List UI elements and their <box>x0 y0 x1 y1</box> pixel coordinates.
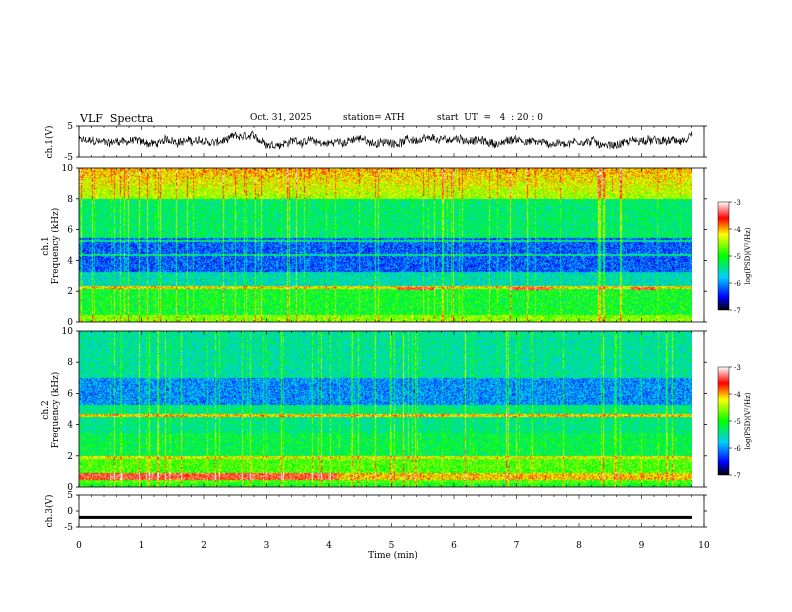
x-tick-label: 6 <box>451 541 457 551</box>
ch1-wave-ytick-label: -5 <box>64 153 73 163</box>
ch1-spec-ytick-label: 6 <box>67 226 73 236</box>
ch1-waveform-line <box>78 130 693 150</box>
ch1-spectrogram-panel: 0 2 4 6 8 10 <box>62 164 707 328</box>
ch1-waveform-panel: 5 -5 <box>64 122 707 163</box>
time-axis: 0 1 2 3 4 5 6 7 8 9 10 <box>76 541 710 551</box>
ch3-waveform-panel: 5 0 -5 <box>64 491 707 533</box>
ch1-colorbar: log(PSD)(V²/Hz) -3 -4 -5 -6 -7 <box>717 199 752 315</box>
ch1-spec-ytick-label: 4 <box>67 256 73 266</box>
ch2-spec-ytick-label: 6 <box>67 389 73 399</box>
ch2-spec-ytick-label: 10 <box>62 327 74 337</box>
ch3-wave-ylabel: ch.3(V) <box>44 495 55 528</box>
ch2-spec-ytick-label: 2 <box>67 452 73 462</box>
start-time-label: start UT = 4 : 20 : 0 <box>437 113 543 123</box>
ch2-spectrogram-panel: 0 2 4 6 8 10 <box>62 327 707 493</box>
ch1-spec-ytick-label: 2 <box>67 287 73 297</box>
ch3-waveform-line <box>79 515 692 519</box>
ch3-wave-ytick-label: 5 <box>67 491 73 501</box>
x-tick-label: 10 <box>698 541 710 551</box>
ch2-colorbar-label: log(PSD)(V²/Hz) <box>744 392 752 449</box>
colorbar-tick-label: -3 <box>734 364 741 372</box>
x-tick-label: 4 <box>326 541 332 551</box>
ch2-spec-canvas <box>79 331 692 487</box>
colorbar-tick-label: -3 <box>734 199 741 207</box>
ch1-spec-canvas <box>79 168 692 322</box>
colorbar-tick-label: -6 <box>734 280 741 288</box>
ch1-colorbar-gradient <box>717 201 730 311</box>
colorbar-tick-label: -4 <box>734 226 741 234</box>
ch1-spec-ylabel-freq: Frequency (kHz) <box>50 208 61 285</box>
x-tick-label: 1 <box>139 541 145 551</box>
ch2-spec-ytick-label: 8 <box>67 358 73 368</box>
ch2-spec-image <box>79 331 692 487</box>
colorbar-tick-label: -5 <box>734 418 741 426</box>
x-tick-label: 9 <box>639 541 645 551</box>
ch2-colorbar-gradient <box>717 366 730 476</box>
ch3-wave-ytick-label: 0 <box>67 507 73 517</box>
ch1-spec-image <box>79 168 692 322</box>
colorbar-tick-label: -5 <box>734 253 741 261</box>
x-tick-label: 7 <box>514 541 520 551</box>
figure-title: VLF Spectra <box>80 112 154 125</box>
x-tick-label: 0 <box>76 541 82 551</box>
ch3-wave-ytick-label: -5 <box>64 523 73 533</box>
colorbar-tick-label: -7 <box>734 307 741 315</box>
colorbar-tick-label: -7 <box>734 472 741 480</box>
ch1-wave-ylabel: ch.1(V) <box>44 126 55 159</box>
ch2-spec-ytick-label: 0 <box>67 483 73 493</box>
ch1-spec-ylabel-ch: ch.1 <box>41 236 51 255</box>
ch2-spec-ytick-label: 4 <box>67 421 73 431</box>
ch2-colorbar: log(PSD)(V²/Hz) -3 -4 -5 -6 -7 <box>717 364 752 480</box>
station-label: station= ATH <box>343 113 405 123</box>
x-axis-label: Time (min) <box>368 550 418 561</box>
x-tick-label: 2 <box>201 541 207 551</box>
x-tick-label: 5 <box>389 541 395 551</box>
colorbar-tick-label: -6 <box>734 445 741 453</box>
x-tick-label: 3 <box>264 541 270 551</box>
ch1-spec-ytick-label: 0 <box>67 318 73 328</box>
ch1-wave-ytick-label: 5 <box>67 122 73 132</box>
ch3-wave-frame <box>78 494 705 528</box>
colorbar-tick-label: -4 <box>734 391 741 399</box>
x-tick-label: 8 <box>576 541 582 551</box>
ch1-colorbar-label: log(PSD)(V²/Hz) <box>744 227 752 284</box>
ch1-spec-ytick-label: 8 <box>67 195 73 205</box>
ch2-spec-ylabel-ch: ch.2 <box>41 400 51 419</box>
date-label: Oct. 31, 2025 <box>250 113 312 123</box>
ch1-spec-ytick-label: 10 <box>62 164 74 174</box>
ch2-spec-ylabel-freq: Frequency (kHz) <box>50 372 61 449</box>
